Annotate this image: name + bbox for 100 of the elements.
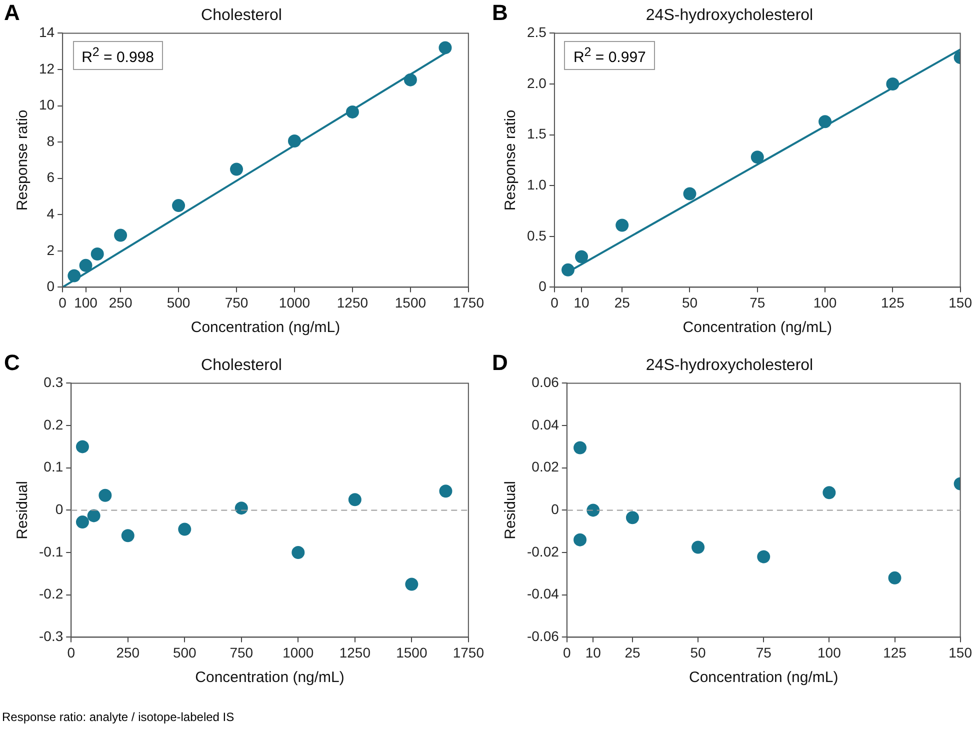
point xyxy=(76,440,89,454)
point xyxy=(822,486,836,500)
text: A xyxy=(4,0,20,26)
point xyxy=(288,134,301,148)
x-tick-label: 100 xyxy=(818,644,842,660)
y-tick-label: 1.0 xyxy=(526,176,547,192)
point xyxy=(626,511,639,524)
x-tick-label: 10 xyxy=(585,644,602,660)
x-tick-label: 1000 xyxy=(282,644,314,660)
point xyxy=(683,187,696,200)
point xyxy=(575,250,588,264)
x-tick-label: 1750 xyxy=(452,644,484,660)
y-tick-label: 0.3 xyxy=(44,374,64,390)
y-axis-title: Residual xyxy=(14,481,32,540)
y-tick-label: -0.2 xyxy=(39,586,64,602)
y-tick-label: 10 xyxy=(38,96,55,113)
point xyxy=(750,150,764,164)
point xyxy=(886,78,900,90)
x-tick-label: 250 xyxy=(108,294,132,310)
y-tick-label: -0.04 xyxy=(526,586,560,602)
y-axis-title: Response ratio xyxy=(14,110,32,211)
y-tick-label: 0 xyxy=(551,501,560,518)
point xyxy=(76,516,89,529)
point xyxy=(888,571,902,584)
point xyxy=(98,488,112,502)
x-tick-label: 150 xyxy=(948,294,972,310)
y-axis-title: Residual xyxy=(502,481,520,540)
y-tick-label: 1.5 xyxy=(526,126,547,142)
point xyxy=(586,504,600,517)
y-tick-label: 6 xyxy=(46,169,55,186)
y-tick-label: -0.3 xyxy=(39,628,64,644)
x-tick-label: 25 xyxy=(624,644,640,660)
y-tick-label: 14 xyxy=(38,24,55,40)
x-tick-label: 1750 xyxy=(452,294,484,310)
point xyxy=(121,529,134,542)
x-tick-label: 25 xyxy=(614,294,630,310)
y-tick-label: 0.1 xyxy=(44,458,64,475)
y-tick-label: 2.5 xyxy=(526,24,547,40)
x-tick-label: 1000 xyxy=(278,294,310,310)
x-axis-title: Concentration (ng/mL) xyxy=(688,669,838,686)
y-tick-label: 0 xyxy=(46,278,55,294)
chart-title: Cholesterol xyxy=(201,7,282,24)
chart-title: 24S-hydroxycholesterol xyxy=(646,7,814,24)
x-tick-label: 100 xyxy=(74,294,98,310)
x-tick-label: 125 xyxy=(883,644,907,660)
x-axis-title: Concentration (ng/mL) xyxy=(190,319,340,336)
x-tick-label: 100 xyxy=(813,294,837,310)
x-tick-label: 500 xyxy=(166,294,190,310)
x-tick-label: 50 xyxy=(690,644,706,660)
x-tick-label: 1250 xyxy=(336,294,368,310)
x-tick-label: 750 xyxy=(224,294,248,310)
chart-title: 24S-hydroxycholesterol xyxy=(646,357,814,374)
x-axis-title: Concentration (ng/mL) xyxy=(682,319,832,336)
point xyxy=(757,550,770,564)
point xyxy=(87,509,100,522)
point xyxy=(438,41,452,54)
point xyxy=(292,546,305,560)
text: D xyxy=(492,350,508,376)
text: B xyxy=(492,0,508,26)
x-tick-label: 10 xyxy=(574,294,590,310)
y-tick-label: 0.5 xyxy=(526,227,547,244)
y-tick-label: 0.2 xyxy=(44,416,64,432)
point xyxy=(405,578,418,591)
point xyxy=(348,493,362,506)
x-tick-label: 0 xyxy=(563,644,572,660)
x-axis-title: Concentration (ng/mL) xyxy=(195,669,344,686)
y-tick-label: -0.1 xyxy=(39,543,64,560)
point xyxy=(692,540,705,554)
x-tick-label: 750 xyxy=(230,644,254,660)
point xyxy=(178,522,192,536)
point xyxy=(439,484,452,498)
x-tick-label: 250 xyxy=(116,644,140,660)
x-tick-label: 0 xyxy=(67,644,76,660)
y-tick-label: -0.06 xyxy=(526,628,560,644)
x-tick-label: 125 xyxy=(881,294,905,310)
point xyxy=(574,441,587,454)
y-tick-label: 0.06 xyxy=(532,374,560,390)
point xyxy=(68,269,81,282)
point xyxy=(818,115,832,128)
x-tick-label: 150 xyxy=(948,644,972,660)
point xyxy=(172,199,186,212)
point xyxy=(79,258,92,272)
text: Response ratio: analyte / isotope-labeled IS xyxy=(2,710,234,724)
annotation: R$^{2}$ = 0.998 xyxy=(72,41,163,70)
y-tick-label: 2.0 xyxy=(526,74,547,91)
point xyxy=(234,502,248,515)
point xyxy=(90,248,104,260)
x-tick-label: 50 xyxy=(682,294,698,310)
y-tick-label: 8 xyxy=(46,132,55,149)
x-tick-label: 75 xyxy=(750,294,766,310)
x-tick-label: 1250 xyxy=(339,644,371,660)
point xyxy=(616,218,629,232)
y-axis-title: Response ratio xyxy=(502,110,520,211)
y-tick-label: 12 xyxy=(38,60,55,76)
point xyxy=(230,162,244,176)
x-tick-label: 75 xyxy=(756,644,772,660)
chart-title: Cholesterol xyxy=(201,357,282,374)
annotation: R$^{2}$ = 0.997 xyxy=(564,41,655,70)
point xyxy=(561,263,574,276)
y-tick-label: 0 xyxy=(538,278,547,294)
